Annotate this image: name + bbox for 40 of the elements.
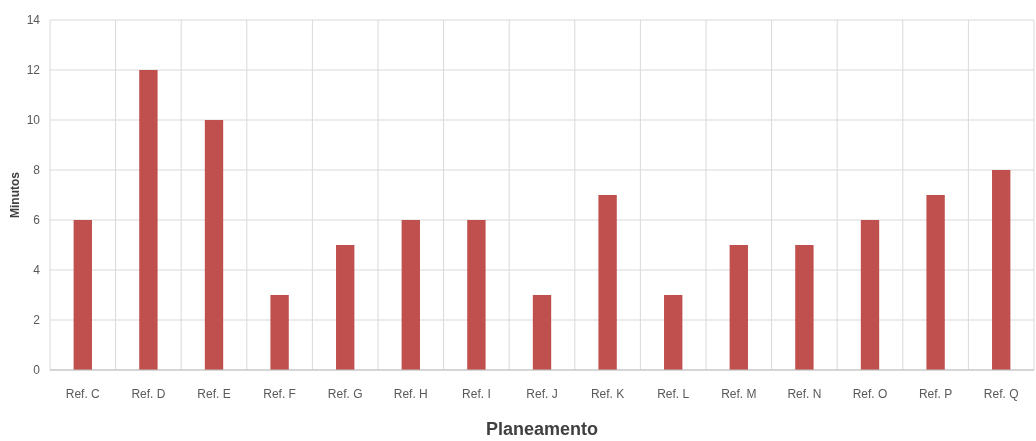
bar <box>598 195 617 370</box>
x-tick-label: Ref. C <box>65 387 101 401</box>
y-tick-label: 6 <box>33 213 41 228</box>
x-tick-label: Ref. G <box>327 387 363 401</box>
bar <box>926 195 945 370</box>
y-tick-label: 2 <box>33 313 41 328</box>
bar <box>729 245 748 370</box>
x-tick-label: Ref. L <box>657 387 690 401</box>
bar <box>139 70 158 370</box>
y-axis-title: Minutos <box>8 171 22 218</box>
bar <box>467 220 486 370</box>
y-tick-label: 12 <box>26 63 41 78</box>
y-tick-label: 0 <box>33 363 41 378</box>
y-tick-label: 8 <box>33 163 41 178</box>
bar <box>204 120 224 370</box>
bar <box>336 245 355 370</box>
x-tick-label: Ref. H <box>393 387 428 401</box>
x-tick-label: Ref. F <box>263 387 296 401</box>
x-tick-label: Ref. K <box>590 387 625 401</box>
y-tick-label: 4 <box>33 263 41 278</box>
bar <box>401 220 420 370</box>
y-tick-label: 14 <box>26 13 41 28</box>
x-tick-label: Ref. D <box>131 387 166 401</box>
x-tick-label: Ref. P <box>918 387 953 401</box>
x-tick-label: Ref. I <box>462 387 491 401</box>
x-axis-title: Planeamento <box>485 419 599 439</box>
x-tick-label: Ref. Q <box>983 387 1019 401</box>
y-tick-label: 10 <box>26 113 41 128</box>
x-tick-label: Ref. O <box>852 387 888 401</box>
bar <box>270 295 289 370</box>
bar <box>664 295 683 370</box>
x-tick-label: Ref. E <box>197 387 231 401</box>
bar <box>992 170 1011 370</box>
bar <box>795 245 814 370</box>
bar <box>73 220 92 370</box>
x-tick-label: Ref. J <box>526 387 558 401</box>
x-tick-label: Ref. N <box>787 387 822 401</box>
x-tick-label: Ref. M <box>721 387 757 401</box>
bar <box>860 220 880 370</box>
bar <box>532 295 552 370</box>
